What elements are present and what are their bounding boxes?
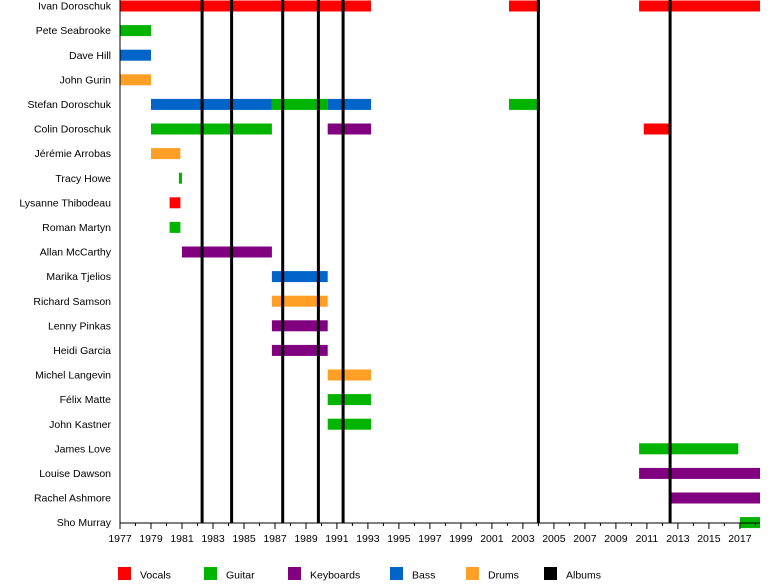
legend-label-drums: Drums	[488, 570, 519, 582]
albums-layer	[200, 0, 672, 523]
x-tick-label: 1997	[418, 533, 442, 545]
x-tick-label: 1985	[232, 533, 256, 545]
x-tick-label: 2003	[511, 533, 535, 545]
bar-ivan-doroschuk-vocals	[120, 0, 371, 12]
bar-allan-mccarthy-keyboards	[182, 246, 272, 258]
x-tick-label: 1983	[201, 533, 225, 545]
x-tick-label: 1979	[139, 533, 163, 545]
x-tick-label: 1981	[170, 533, 194, 545]
bar-stefan-doroschuk-guitar	[271, 98, 328, 110]
bar-james-love-guitar	[639, 443, 739, 455]
member-label-louise-dawson: Louise Dawson	[39, 468, 111, 480]
x-tick-label: 1989	[294, 533, 318, 545]
member-label-tracy-howe: Tracy Howe	[55, 173, 111, 185]
member-label-dave-hill: Dave Hill	[69, 50, 111, 62]
member-label-marika-tjelios: Marika Tjelios	[46, 271, 111, 283]
bar-stefan-doroschuk-bass	[327, 98, 372, 110]
bar-roman-martyn-guitar	[169, 221, 181, 233]
member-label-rachel-ashmore: Rachel Ashmore	[34, 493, 111, 505]
legend-label-vocals: Vocals	[140, 570, 171, 582]
legend-swatch-vocals	[118, 567, 131, 580]
bar-colin-doroschuk-keyboards	[327, 123, 372, 135]
bar-louise-dawson-keyboards	[639, 467, 760, 479]
x-tick-label: 1987	[263, 533, 287, 545]
bar-heidi-garcia-keyboards	[271, 344, 328, 356]
member-label-felix-matte: Félix Matte	[60, 394, 112, 406]
member-label-richard-samson: Richard Samson	[33, 296, 111, 308]
x-tick-label: 2017	[728, 533, 752, 545]
bars-layer	[120, 0, 760, 529]
bar-john-gurin-drums	[120, 74, 151, 86]
member-label-jeremie-arrobas: Jérémie Arrobas	[35, 148, 111, 160]
bar-stefan-doroschuk-guitar	[509, 98, 540, 110]
member-label-heidi-garcia: Heidi Garcia	[53, 345, 111, 357]
bar-michel-langevin-drums	[327, 369, 372, 381]
member-label-allan-mccarthy: Allan McCarthy	[40, 247, 112, 259]
bar-lysanne-thibodeau-vocals	[169, 197, 181, 209]
legend-swatch-guitar	[204, 567, 217, 580]
x-axis: 1977 1979 1981 1983 1985 1987 1989 1991 1993 1995…	[108, 0, 760, 545]
x-tick-label: 1993	[356, 533, 380, 545]
bar-dave-hill-bass	[120, 49, 151, 61]
x-tick-label: 1977	[108, 533, 132, 545]
x-tick-label: 1995	[387, 533, 411, 545]
x-tick-label: 2005	[542, 533, 566, 545]
bar-richard-samson-drums	[271, 295, 328, 307]
bar-colin-doroschuk-vocals	[643, 123, 671, 135]
bar-stefan-doroschuk-bass	[151, 98, 272, 110]
member-labels: Ivan Doroschuk Pete Seabrooke Dave Hill Joh…	[19, 1, 111, 530]
member-label-stefan-doroschuk: Stefan Doroschuk	[28, 99, 112, 111]
legend-label-guitar: Guitar	[226, 570, 255, 582]
legend: Vocals Guitar Keyboards Bass Drums Albums	[118, 567, 601, 582]
x-tick-label: 2015	[697, 533, 721, 545]
x-tick-label: 2007	[573, 533, 597, 545]
bar-pete-seabrooke-guitar	[120, 25, 151, 37]
member-label-john-gurin: John Gurin	[60, 74, 112, 86]
bar-ivan-doroschuk-vocals	[509, 0, 540, 12]
x-tick-label: 1991	[325, 533, 349, 545]
bar-ivan-doroschuk-vocals	[639, 0, 760, 12]
bar-colin-doroschuk-guitar	[151, 123, 272, 135]
x-tick-label: 2013	[666, 533, 690, 545]
bar-rachel-ashmore-keyboards	[670, 492, 760, 504]
legend-label-keyboards: Keyboards	[310, 570, 360, 582]
x-tick-label: 2011	[636, 533, 659, 545]
member-label-lysanne-thibodeau: Lysanne Thibodeau	[19, 197, 111, 209]
member-label-colin-doroschuk: Colin Doroschuk	[34, 124, 112, 136]
x-tick-label: 2001	[480, 533, 504, 545]
bar-jeremie-arrobas-drums	[151, 148, 181, 160]
legend-swatch-bass	[390, 567, 403, 580]
bar-marika-tjelios-bass	[271, 271, 328, 283]
legend-label-albums: Albums	[566, 570, 601, 582]
legend-swatch-keyboards	[288, 567, 301, 580]
member-label-sho-murray: Sho Murray	[57, 517, 112, 529]
bar-john-kastner-guitar	[327, 418, 372, 430]
member-label-john-kastner: John Kastner	[49, 419, 111, 431]
bar-lenny-pinkas-keyboards	[271, 320, 328, 332]
bar-tracy-howe-guitar	[178, 172, 182, 184]
x-tick-label: 1999	[449, 533, 473, 545]
bar-felix-matte-guitar	[327, 394, 372, 406]
member-label-james-love: James Love	[54, 443, 111, 455]
legend-swatch-albums	[544, 567, 557, 580]
member-label-lenny-pinkas: Lenny Pinkas	[48, 320, 111, 332]
member-label-michel-langevin: Michel Langevin	[35, 370, 111, 382]
legend-swatch-drums	[466, 567, 479, 580]
member-label-pete-seabrooke: Pete Seabrooke	[36, 25, 111, 37]
x-tick-label: 2009	[604, 533, 628, 545]
legend-label-bass: Bass	[412, 570, 435, 582]
member-label-roman-martyn: Roman Martyn	[42, 222, 111, 234]
member-label-ivan-doroschuk: Ivan Doroschuk	[38, 1, 112, 13]
